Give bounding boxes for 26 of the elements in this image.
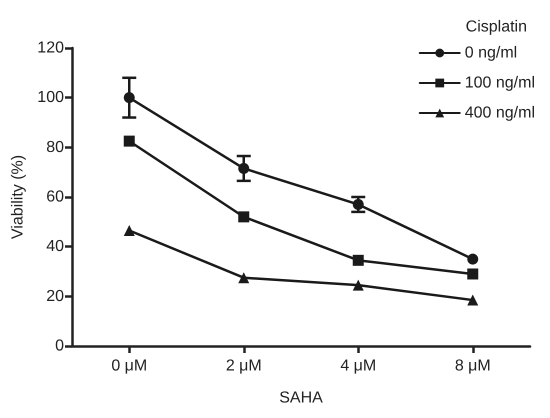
y-tick-label: 40	[46, 238, 64, 256]
x-tick-label: 0 μM	[111, 358, 148, 374]
x-axis-title: SAHA	[279, 390, 324, 406]
x-tick-label: 8 μM	[454, 358, 491, 374]
y-tick-label: 80	[46, 138, 64, 156]
point	[352, 280, 364, 291]
y-tick-label: 0	[55, 338, 64, 354]
x-tick-label: 4 μM	[340, 358, 376, 374]
y-tick-label: 100	[37, 89, 64, 106]
point	[352, 254, 364, 266]
point	[467, 268, 478, 280]
y-tick-label: 120	[37, 40, 64, 56]
point	[238, 211, 250, 222]
legend-label: 100 ng/ml	[464, 74, 535, 92]
x-tick-label: 2 μM	[226, 358, 262, 374]
legend-label: 400 ng/ml	[464, 104, 535, 122]
point	[238, 272, 250, 284]
point	[124, 136, 135, 147]
point	[124, 225, 135, 236]
y-tick-label: 60	[46, 188, 64, 206]
y-axis-title: Viability (%)	[10, 154, 26, 240]
legend-title: Cisplatin	[466, 18, 527, 36]
point	[467, 254, 478, 265]
legend-label: 0 ng/ml	[464, 44, 518, 62]
y-tick-label: 20	[46, 288, 64, 305]
point	[467, 294, 478, 306]
